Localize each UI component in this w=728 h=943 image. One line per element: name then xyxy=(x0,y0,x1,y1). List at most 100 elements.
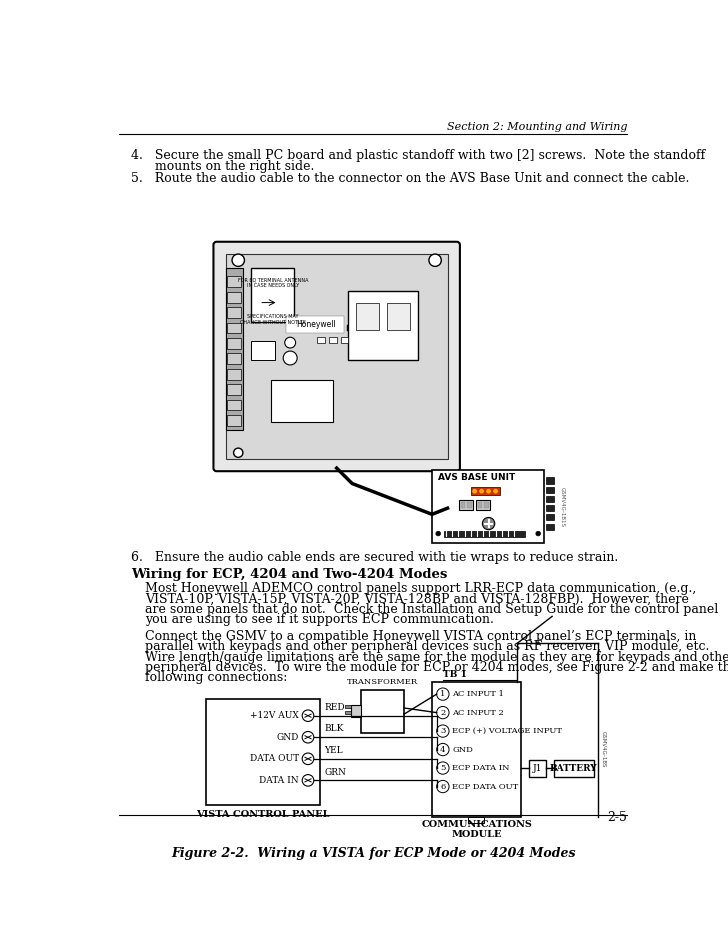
Bar xyxy=(226,268,243,430)
Bar xyxy=(356,303,379,329)
Circle shape xyxy=(437,706,449,719)
Bar xyxy=(546,523,554,530)
Circle shape xyxy=(437,725,449,737)
Text: GRN: GRN xyxy=(324,768,346,776)
Text: GSMV4G-1BS: GSMV4G-1BS xyxy=(601,732,606,768)
Text: 1: 1 xyxy=(440,690,446,698)
Bar xyxy=(467,502,472,508)
Bar xyxy=(271,380,333,422)
Circle shape xyxy=(302,774,314,786)
Text: 5.   Route the audio cable to the connector on the AVS Base Unit and connect the: 5. Route the audio cable to the connecto… xyxy=(131,173,689,186)
Text: peripheral devices.  To wire the module for ECP or 4204 modes, see Figure 2-2 an: peripheral devices. To wire the module f… xyxy=(146,661,728,674)
Text: +12V AUX: +12V AUX xyxy=(250,711,298,720)
Text: Honeywell: Honeywell xyxy=(296,321,336,329)
Bar xyxy=(432,682,521,817)
Bar xyxy=(432,470,545,543)
Text: VISTA-10P, VISTA-15P, VISTA-20P, VISTA-128BP and VISTA-128FBP).  However, there: VISTA-10P, VISTA-15P, VISTA-20P, VISTA-1… xyxy=(146,592,689,605)
Circle shape xyxy=(437,781,449,793)
Text: SPECIFICATIONS MAY
CHANGE WITHOUT NOTICE: SPECIFICATIONS MAY CHANGE WITHOUT NOTICE xyxy=(240,314,306,325)
Text: GND: GND xyxy=(277,733,298,742)
Bar xyxy=(227,415,242,426)
Bar xyxy=(546,514,554,521)
Text: GND: GND xyxy=(452,746,473,753)
Bar xyxy=(484,502,488,508)
Circle shape xyxy=(302,753,314,765)
Bar xyxy=(227,276,242,288)
Circle shape xyxy=(493,488,498,494)
Circle shape xyxy=(447,505,456,515)
Bar xyxy=(227,307,242,318)
Text: 2-5: 2-5 xyxy=(607,811,628,824)
Bar xyxy=(227,354,242,364)
Text: MODULE: MODULE xyxy=(451,830,502,838)
Bar xyxy=(227,338,242,349)
Bar xyxy=(329,338,336,343)
Bar xyxy=(546,505,554,511)
Bar xyxy=(341,338,348,343)
Circle shape xyxy=(302,732,314,743)
Circle shape xyxy=(486,488,491,494)
Circle shape xyxy=(437,762,449,774)
Bar xyxy=(554,759,594,776)
Text: 5: 5 xyxy=(440,764,446,772)
Bar xyxy=(476,500,490,510)
Text: VISTA CONTROL PANEL: VISTA CONTROL PANEL xyxy=(197,810,330,819)
Bar xyxy=(352,705,360,718)
Bar xyxy=(345,711,352,714)
Text: BLK: BLK xyxy=(324,724,344,734)
Bar xyxy=(461,502,465,508)
Text: 4: 4 xyxy=(440,746,446,753)
Text: Most Honeywell ADEMCO control panels support LRR-ECP data communication, (e.g.,: Most Honeywell ADEMCO control panels sup… xyxy=(146,582,697,595)
Bar xyxy=(251,268,294,322)
Bar xyxy=(347,325,349,331)
Text: ECP DATA IN: ECP DATA IN xyxy=(452,764,510,772)
Circle shape xyxy=(479,488,484,494)
Text: 4.   Secure the small PC board and plastic standoff with two [2] screws.  Note t: 4. Secure the small PC board and plastic… xyxy=(131,149,705,162)
Text: DATA IN: DATA IN xyxy=(259,776,298,785)
Text: BATTERY: BATTERY xyxy=(550,764,598,772)
Text: DATA OUT: DATA OUT xyxy=(250,754,298,763)
Bar xyxy=(350,321,352,329)
Bar xyxy=(529,759,546,776)
Text: Wire length/gauge limitations are the same for the module as they are for keypad: Wire length/gauge limitations are the sa… xyxy=(146,651,728,664)
Circle shape xyxy=(232,254,245,266)
Text: GSMV4G-1B1S: GSMV4G-1B1S xyxy=(560,487,565,526)
Bar xyxy=(443,531,525,537)
Bar xyxy=(227,384,242,395)
Bar xyxy=(546,496,554,502)
Circle shape xyxy=(429,254,441,266)
Bar xyxy=(471,488,500,495)
Circle shape xyxy=(302,710,314,721)
Text: 2: 2 xyxy=(440,708,446,717)
Bar xyxy=(353,317,355,326)
Text: ECP (+) VOLTAGE INPUT: ECP (+) VOLTAGE INPUT xyxy=(452,727,562,736)
Circle shape xyxy=(437,688,449,701)
Circle shape xyxy=(472,488,478,494)
Bar xyxy=(227,369,242,380)
Text: are some panels that do not.  Check the Installation and Setup Guide for the con: are some panels that do not. Check the I… xyxy=(146,603,719,616)
Text: YEL: YEL xyxy=(324,746,343,755)
Text: AC INPUT 2: AC INPUT 2 xyxy=(452,708,504,717)
Bar xyxy=(459,500,473,510)
Text: 6: 6 xyxy=(440,783,446,790)
Bar xyxy=(360,689,404,733)
Bar xyxy=(227,291,242,303)
Bar xyxy=(546,487,554,493)
Bar xyxy=(227,400,242,410)
Text: TRANSFORMER: TRANSFORMER xyxy=(347,678,418,687)
Text: following connections:: following connections: xyxy=(146,671,288,685)
Text: FOR EQ TERMINAL ANTENNA
IN CASE NEEDS ONLY: FOR EQ TERMINAL ANTENNA IN CASE NEEDS ON… xyxy=(238,277,309,288)
Text: AC INPUT 1: AC INPUT 1 xyxy=(452,690,504,698)
Text: you are using to see if it supports ECP communication.: you are using to see if it supports ECP … xyxy=(146,613,494,626)
Circle shape xyxy=(437,743,449,755)
Text: 6.   Ensure the audio cable ends are secured with tie wraps to reduce strain.: 6. Ensure the audio cable ends are secur… xyxy=(131,551,619,564)
Circle shape xyxy=(285,338,296,348)
Circle shape xyxy=(536,531,540,536)
Text: mounts on the right side.: mounts on the right side. xyxy=(131,160,314,174)
Circle shape xyxy=(483,518,495,530)
Text: parallel with keypads and other peripheral devices such as RF receiver, VIP modu: parallel with keypads and other peripher… xyxy=(146,640,710,653)
Bar xyxy=(286,317,344,334)
Text: RED: RED xyxy=(324,703,345,712)
FancyBboxPatch shape xyxy=(213,241,460,472)
Circle shape xyxy=(234,448,243,457)
